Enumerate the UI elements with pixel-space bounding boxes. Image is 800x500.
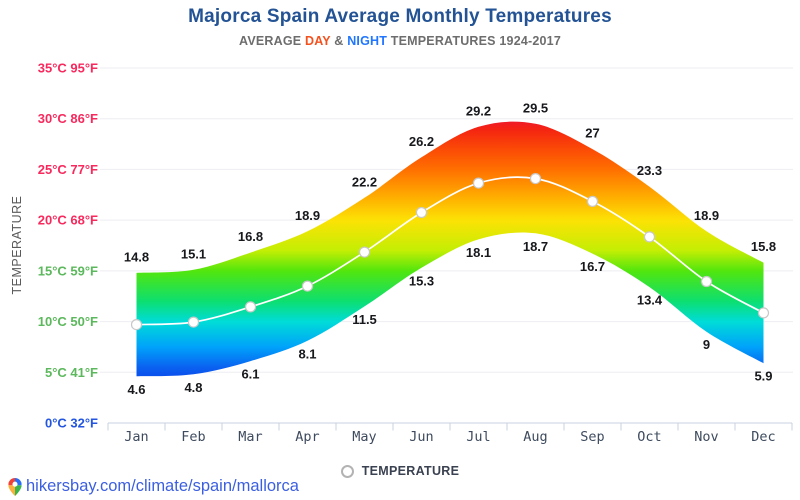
x-axis-month-label: Feb — [181, 429, 205, 445]
day-temp-label: 22.2 — [352, 174, 377, 189]
legend-label: TEMPERATURE — [361, 464, 460, 478]
y-axis-tick-label: 15°C 59°F — [38, 263, 98, 278]
mean-temperature-marker[interactable] — [130, 319, 143, 331]
mean-temperature-marker[interactable] — [472, 177, 485, 189]
day-night-temperature-band — [136, 121, 764, 377]
x-axis-month-label: Jan — [124, 429, 148, 445]
mean-temperature-marker[interactable] — [700, 275, 713, 288]
x-axis-month-label: Jul — [466, 429, 490, 445]
y-axis-tick-label: 5°C 41°F — [45, 365, 98, 380]
mean-temperature-marker[interactable] — [415, 206, 428, 219]
night-temp-label: 8.1 — [298, 346, 316, 361]
night-temp-label: 15.3 — [409, 273, 434, 288]
y-axis-tick-label: 25°C 77°F — [38, 162, 98, 177]
day-temp-label: 26.2 — [409, 134, 434, 149]
night-temp-label: 5.9 — [754, 369, 772, 384]
night-temp-label: 11.5 — [352, 312, 377, 327]
mean-temperature-marker[interactable] — [529, 173, 542, 185]
night-temp-label: 18.1 — [466, 245, 491, 260]
x-axis-month-label: May — [352, 429, 376, 445]
mean-temperature-marker[interactable] — [244, 301, 257, 313]
night-temp-label: 13.4 — [637, 293, 663, 308]
x-axis-month-label: Dec — [751, 429, 775, 445]
y-axis-tick-label: 20°C 68°F — [38, 213, 98, 228]
y-axis-tick-label: 10°C 50°F — [38, 314, 98, 329]
night-temp-label: 4.8 — [184, 380, 202, 395]
location-pin-icon — [8, 477, 22, 496]
subtitle-night-accent: NIGHT — [347, 34, 388, 48]
night-temp-label: 4.6 — [127, 382, 145, 397]
mean-temperature-marker[interactable] — [187, 316, 200, 328]
y-axis-tick-label: 30°C 86°F — [38, 111, 98, 126]
mean-temperature-marker[interactable] — [757, 307, 770, 319]
subtitle-suffix: TEMPERATURES 1924-2017 — [387, 34, 561, 48]
night-temp-label: 16.7 — [580, 259, 605, 274]
chart-subtitle: AVERAGE DAY & NIGHT TEMPERATURES 1924-20… — [0, 34, 800, 48]
day-temp-label: 29.5 — [523, 100, 548, 115]
day-temp-label: 18.9 — [295, 208, 320, 223]
x-axis-month-label: Jun — [409, 429, 433, 445]
day-temp-label: 29.2 — [466, 103, 491, 118]
night-temp-label: 6.1 — [241, 367, 259, 382]
day-temp-label: 18.9 — [694, 208, 719, 223]
mean-temperature-marker[interactable] — [586, 195, 599, 207]
x-axis-month-label: Apr — [295, 429, 319, 445]
day-temp-label: 14.8 — [124, 249, 149, 264]
x-axis-month-label: Aug — [523, 429, 547, 445]
subtitle-ampersand: & — [330, 34, 348, 48]
footer: hikersbay.com/climate/spain/mallorca — [8, 477, 299, 496]
night-temp-label: 18.7 — [523, 239, 548, 254]
footer-link[interactable]: hikersbay.com/climate/spain/mallorca — [26, 477, 299, 495]
x-axis-month-label: Mar — [238, 429, 262, 445]
mean-temperature-marker[interactable] — [301, 280, 314, 292]
subtitle-day-accent: DAY — [305, 34, 331, 48]
mean-temperature-marker[interactable] — [358, 246, 371, 258]
x-axis-month-label: Nov — [694, 429, 718, 445]
day-temp-label: 27 — [585, 126, 599, 141]
day-temp-label: 15.1 — [181, 246, 206, 261]
night-temp-label: 9 — [703, 337, 710, 352]
day-temp-label: 16.8 — [238, 229, 263, 244]
y-axis-tick-label: 35°C 95°F — [38, 61, 98, 76]
mean-temperature-marker[interactable] — [643, 231, 656, 243]
day-temp-label: 23.3 — [637, 163, 662, 178]
subtitle-prefix: AVERAGE — [239, 34, 305, 48]
day-temp-label: 15.8 — [751, 239, 776, 254]
legend-marker-icon — [340, 464, 354, 478]
page-title: Majorca Spain Average Monthly Temperatur… — [188, 6, 612, 27]
y-axis-tick-label: 0°C 32°F — [45, 416, 98, 431]
x-axis-month-label: Oct — [637, 429, 661, 445]
chart-legend[interactable]: TEMPERATURE — [0, 464, 800, 478]
x-axis-month-label: Sep — [580, 429, 604, 445]
